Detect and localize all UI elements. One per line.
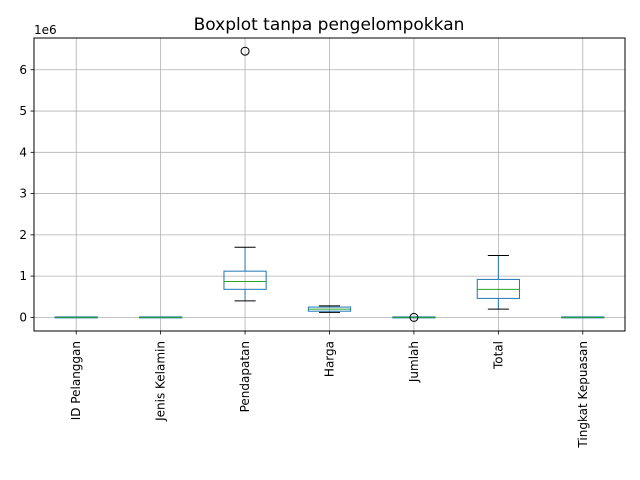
x-tick-label: Total [491,341,505,370]
box-iqr [223,270,267,290]
x-tick-label: Jumlah [407,341,421,383]
box-harga [307,305,352,313]
x-tick-label: Pendapatan [238,341,252,412]
chart-title: Boxplot tanpa pengelompokkan [194,15,465,35]
box-pendapatan [223,46,267,302]
y-tick-label: 4 [19,145,27,159]
box-jumlah [392,312,436,322]
box-total [476,254,520,310]
y-axis-offset-label: 1e6 [34,23,57,37]
y-tick-label: 5 [19,104,27,118]
y-tick-label: 3 [19,187,27,201]
y-tick-label: 2 [19,228,27,242]
grid-lines [34,38,625,331]
x-tick-label: ID Pelanggan [69,341,83,420]
y-tick-label: 1 [19,269,27,283]
y-tick-label: 6 [19,63,27,77]
x-tick-label: Jenis Kelamin [154,341,168,422]
outlier-point [409,312,419,322]
x-tick-label: Harga [323,341,337,377]
axis-ticks: 0 1 2 3 4 5 6 ID Pelanggan Jenis Kelamin Pendapat… [19,63,589,449]
x-tick-label: Tingkat Kepuasan [576,341,590,449]
y-tick-label: 0 [19,310,27,324]
box-id-pelanggan [54,316,98,319]
outlier-point [240,46,250,56]
box-tingkat-kepuasan [561,316,605,319]
box-jenis-kelamin [139,316,183,319]
box-elements [54,46,605,322]
